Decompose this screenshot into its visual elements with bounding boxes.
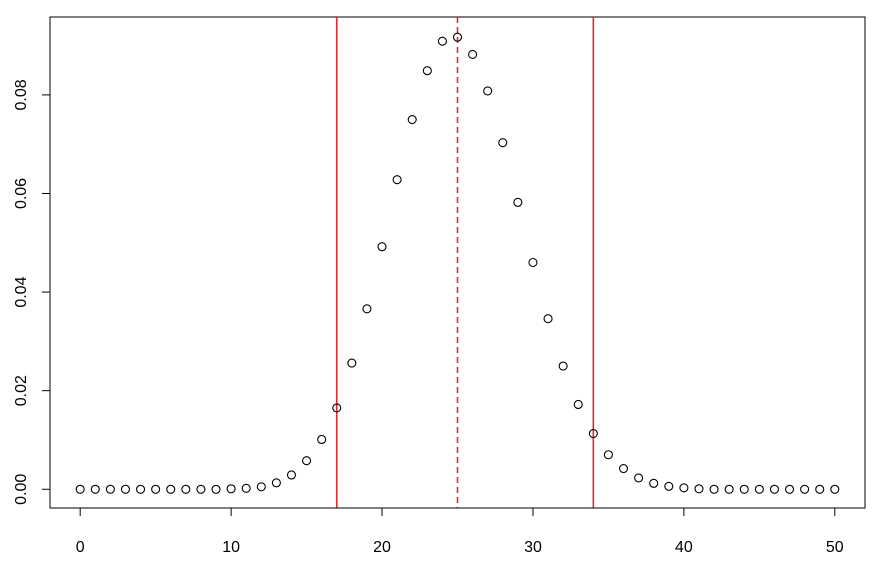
- data-point: [362, 304, 372, 314]
- x-axis: 0 10 20 30 40 50: [76, 507, 844, 556]
- data-point: [800, 484, 810, 494]
- data-point: [256, 482, 266, 492]
- data-point: [830, 484, 840, 494]
- data-point: [347, 358, 357, 368]
- x-tick-label: 10: [222, 539, 240, 556]
- y-tick-label: 0.00: [13, 474, 30, 505]
- data-point: [151, 484, 161, 494]
- data-point: [226, 484, 236, 494]
- data-point: [709, 484, 719, 494]
- data-point: [679, 483, 689, 493]
- data-point: [271, 478, 281, 488]
- data-point: [513, 197, 523, 207]
- data-point: [528, 257, 538, 268]
- data-point: [724, 484, 734, 494]
- data-point: [784, 484, 795, 494]
- y-tick-label: 0.08: [13, 79, 30, 110]
- data-point: [120, 484, 131, 494]
- y-tick-label: 0.04: [13, 276, 30, 307]
- data-point: [498, 138, 508, 148]
- data-point: [739, 484, 749, 494]
- data-point: [815, 484, 825, 494]
- x-tick-label: 50: [826, 539, 844, 556]
- data-point: [769, 484, 779, 494]
- data-point: [558, 361, 568, 371]
- data-point: [754, 484, 764, 494]
- reference-lines: [335, 17, 595, 508]
- data-point: [136, 484, 146, 494]
- data-point: [75, 484, 85, 494]
- data-point: [105, 484, 115, 494]
- data-point: [332, 403, 342, 413]
- data-point: [543, 314, 553, 324]
- data-point: [407, 114, 417, 125]
- data-point: [452, 32, 463, 42]
- data-point: [468, 49, 478, 60]
- data-point: [422, 66, 432, 76]
- y-tick-label: 0.06: [13, 178, 30, 209]
- data-point: [618, 464, 629, 474]
- data-point: [603, 450, 613, 460]
- data-point: [437, 36, 447, 46]
- y-axis: 0.00 0.02 0.04 0.06 0.08: [13, 79, 51, 505]
- data-point: [573, 399, 583, 410]
- x-tick-label: 20: [373, 539, 391, 556]
- data-point: [694, 484, 704, 494]
- x-tick-label: 30: [524, 539, 542, 556]
- data-point: [664, 481, 674, 491]
- data-point: [392, 175, 402, 185]
- data-point: [317, 434, 327, 445]
- data-points: [75, 32, 840, 494]
- x-tick-label: 0: [76, 539, 85, 556]
- data-point: [302, 456, 312, 466]
- data-point: [90, 484, 100, 494]
- data-point: [286, 470, 297, 480]
- y-tick-label: 0.02: [13, 375, 30, 406]
- data-point: [377, 242, 387, 252]
- data-point: [634, 473, 644, 483]
- x-tick-label: 40: [675, 539, 693, 556]
- data-point: [241, 483, 251, 493]
- data-point: [166, 484, 176, 494]
- data-point: [196, 484, 206, 494]
- data-point: [483, 86, 493, 96]
- data-point: [588, 429, 598, 439]
- data-point: [649, 478, 659, 488]
- data-point: [211, 484, 221, 494]
- data-point: [181, 484, 191, 494]
